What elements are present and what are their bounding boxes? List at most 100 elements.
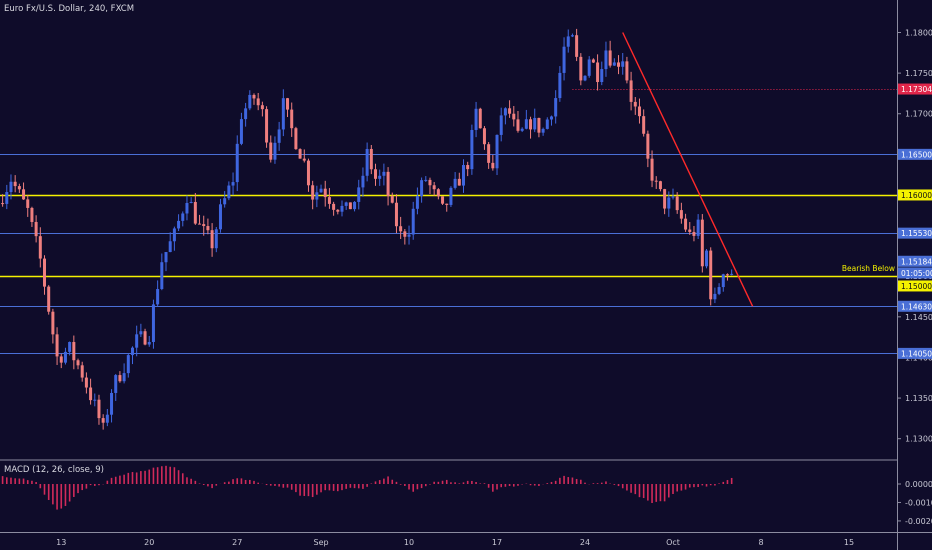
candle-body <box>688 229 692 232</box>
candle-body <box>105 414 109 423</box>
candle-body <box>269 142 273 160</box>
candle-body <box>415 195 419 209</box>
candle-body <box>432 185 436 190</box>
candle-body <box>386 171 390 197</box>
candle-body <box>89 387 93 401</box>
candle-body <box>1 203 5 205</box>
candle-body <box>185 202 189 214</box>
candle-body <box>705 250 709 267</box>
macd-tick-label: -0.0020 <box>905 517 932 526</box>
candle-body <box>38 236 42 259</box>
candle-body <box>562 46 566 73</box>
candle-body <box>315 192 319 200</box>
candle-body <box>512 113 516 120</box>
candle-body <box>97 399 101 419</box>
candle-body <box>441 196 445 204</box>
macd-title: MACD (12, 26, close, 9) <box>4 465 104 475</box>
candle-body <box>549 116 553 120</box>
symbol-header: Euro Fx/U.S. Dollar, 240, FXCM <box>4 4 134 14</box>
candle-body <box>239 119 243 144</box>
candle-body <box>503 108 507 116</box>
candle-body <box>214 229 218 249</box>
candle-body <box>462 165 465 186</box>
candle-body <box>717 287 721 294</box>
candle-body <box>235 143 239 183</box>
candle-body <box>621 61 625 67</box>
candle-body <box>118 375 122 382</box>
candle-body <box>126 355 130 374</box>
candle-body <box>566 36 570 47</box>
candle-body <box>361 175 365 188</box>
candle-body <box>17 186 21 190</box>
candle-body <box>508 108 512 114</box>
x-tick-label: 8 <box>758 538 763 547</box>
y-tick-label: 1.13500 <box>905 394 932 403</box>
candle-body <box>608 50 612 66</box>
candle-body <box>298 149 302 159</box>
trend-line-layer[interactable] <box>622 32 754 307</box>
candle-body <box>68 342 72 352</box>
candle-body <box>55 334 59 357</box>
candle-body <box>340 205 344 212</box>
candle-body <box>684 218 688 230</box>
x-tick-label: 17 <box>492 538 502 547</box>
x-tick-label: 24 <box>580 538 590 547</box>
candle-body <box>474 108 478 130</box>
candle-body <box>9 181 13 193</box>
y-tick-label: 1.18000 <box>905 28 932 37</box>
candle-body <box>130 347 134 356</box>
candle-body <box>529 119 533 130</box>
candle-body <box>252 94 256 99</box>
candle-body <box>223 198 227 205</box>
candle-body <box>47 286 51 312</box>
candle-body <box>369 148 373 170</box>
candle-body <box>570 35 574 37</box>
candle-body <box>151 304 155 342</box>
candle-body <box>730 273 734 275</box>
candle-body <box>470 129 474 170</box>
candle-body <box>533 117 537 130</box>
candle-body <box>378 175 382 179</box>
candle-body <box>164 252 168 263</box>
candle-body <box>227 185 231 199</box>
candle-body <box>499 115 503 135</box>
candle-body <box>374 169 378 179</box>
candle-body <box>654 180 658 182</box>
candle-body <box>189 201 193 203</box>
candle-body <box>319 188 323 193</box>
candle-body <box>80 365 84 378</box>
candle-body <box>76 360 80 366</box>
candle-body <box>671 196 675 198</box>
candle-body <box>407 234 411 237</box>
candles[interactable] <box>1 28 734 430</box>
candle-body <box>629 80 633 102</box>
candle-body <box>260 105 264 110</box>
candle-body <box>147 341 151 345</box>
x-tick-label: 10 <box>404 538 414 547</box>
candle-body <box>583 75 587 81</box>
candle-body <box>650 158 654 181</box>
candle-body <box>327 197 331 204</box>
price-tag-label: 1.15530 <box>901 229 932 238</box>
price-tag-label: 1.14050 <box>901 349 932 358</box>
x-tick-label: 15 <box>844 538 854 547</box>
trend-line <box>622 32 754 307</box>
candle-body <box>110 392 114 415</box>
candle-body <box>256 98 260 106</box>
candle-body <box>399 226 403 232</box>
macd-histogram <box>1 465 733 510</box>
candle-body <box>675 196 679 211</box>
candle-body <box>524 119 528 129</box>
price-tag-label: 1.14630 <box>901 302 932 311</box>
candle-body <box>198 223 202 225</box>
candle-body <box>424 179 428 181</box>
candle-body <box>579 56 583 81</box>
candle-body <box>143 331 147 345</box>
candle-body <box>72 342 76 361</box>
candle-body <box>160 262 164 290</box>
candle-body <box>365 148 369 176</box>
candle-body <box>403 231 407 237</box>
candle-body <box>453 178 457 188</box>
candle-body <box>348 202 352 210</box>
